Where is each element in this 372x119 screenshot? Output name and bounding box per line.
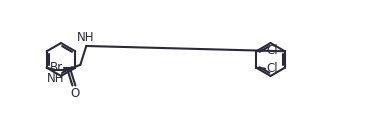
Text: O: O (71, 87, 80, 99)
Text: NH: NH (77, 30, 94, 44)
Text: Br: Br (50, 61, 63, 74)
Text: NH: NH (47, 72, 64, 85)
Text: Cl: Cl (266, 44, 278, 57)
Text: Cl: Cl (266, 62, 278, 75)
